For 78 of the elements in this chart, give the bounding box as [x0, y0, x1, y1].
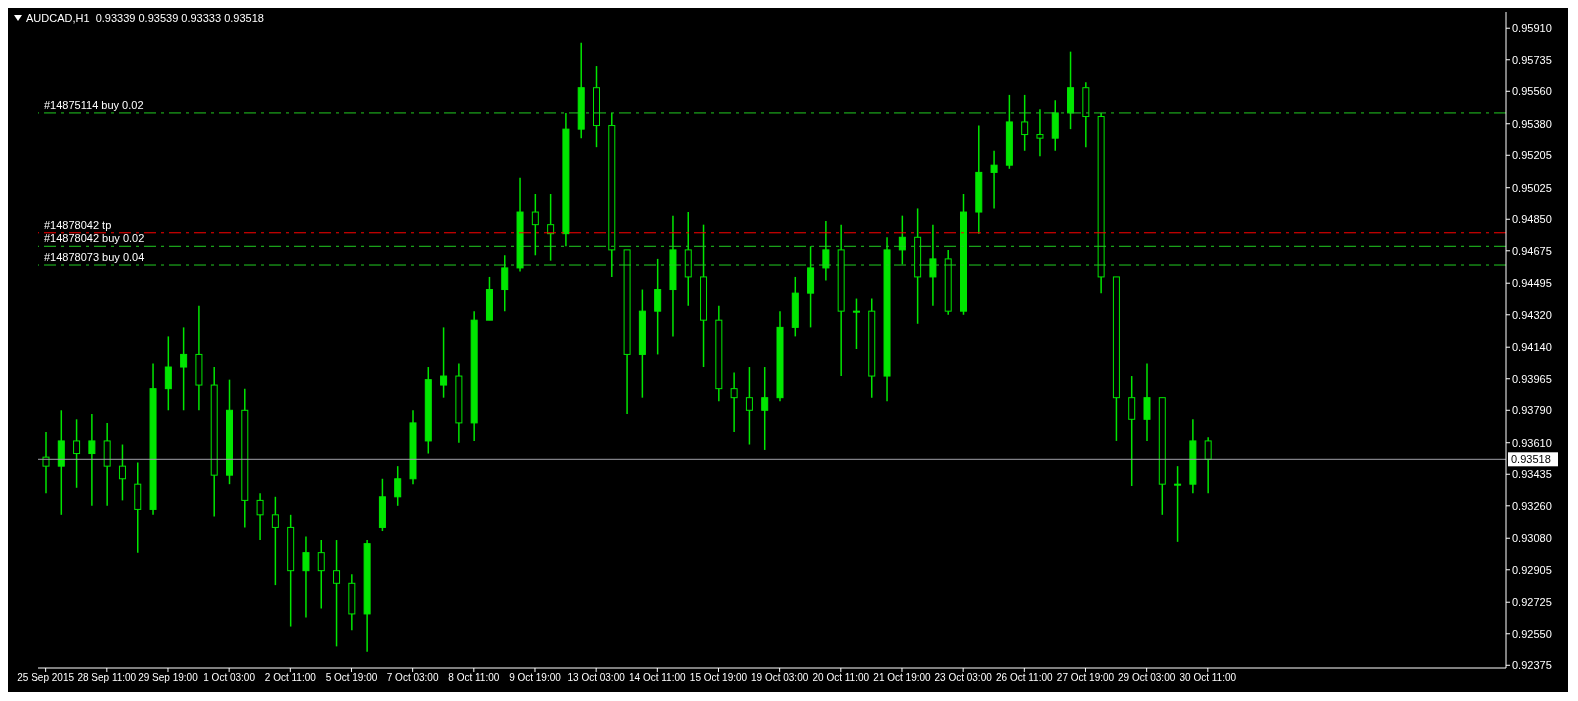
x-tick-label: 19 Oct 03:00 [751, 672, 809, 684]
y-tick-label: 0.94675 [1512, 244, 1552, 257]
chart-title: AUDCAD,H1 0.93339 0.93539 0.93333 0.93518 [26, 12, 264, 24]
ref-line-label: 0.93518 [1511, 453, 1551, 466]
candlestick [929, 223, 937, 307]
candlestick [73, 418, 81, 489]
y-tick-label: 0.92375 [1512, 659, 1552, 672]
candlestick [271, 496, 279, 586]
ref-line-label: #14878073 buy 0.04 [44, 251, 145, 264]
ref-line-label: #14878042 buy 0.02 [44, 232, 145, 245]
candlestick [898, 214, 906, 266]
y-tick-label: 0.93965 [1512, 372, 1552, 385]
x-tick-label: 26 Oct 11:00 [996, 672, 1053, 684]
ref-line-label: #14878042 tp [44, 218, 112, 231]
candlestick [761, 366, 769, 451]
candlestick [42, 431, 50, 494]
x-tick-label: 27 Oct 19:00 [1056, 672, 1115, 684]
candlestick [394, 465, 402, 507]
y-tick-label: 0.92905 [1512, 563, 1552, 576]
x-tick-label: 8 Oct 11:00 [448, 672, 500, 684]
x-tick-label: 7 Oct 03:00 [386, 672, 439, 684]
x-tick-label: 23 Oct 03:00 [934, 672, 993, 684]
candlestick [118, 443, 126, 502]
candlestick [440, 326, 448, 399]
candlestick [256, 492, 264, 541]
y-tick-label: 0.94850 [1512, 213, 1552, 226]
y-tick-label: 0.94140 [1512, 341, 1552, 354]
y-tick-label: 0.93080 [1512, 532, 1552, 545]
candlestick [333, 539, 341, 648]
x-tick-label: 14 Oct 11:00 [629, 672, 686, 684]
candlestick [1204, 436, 1212, 494]
y-tick-label: 0.95205 [1512, 149, 1552, 162]
x-tick-label: 5 Oct 19:00 [325, 672, 378, 684]
y-tick-label: 0.94495 [1512, 277, 1552, 290]
candlestick [822, 220, 830, 282]
y-tick-label: 0.95560 [1512, 85, 1552, 98]
y-tick-label: 0.93790 [1512, 404, 1552, 417]
x-tick-label: 21 Oct 19:00 [873, 672, 932, 684]
candlestick [164, 335, 172, 412]
candlestick [1128, 375, 1136, 487]
x-tick-label: 28 Sep 11:00 [77, 672, 137, 684]
candlestick [180, 326, 188, 412]
x-tick-label: 1 Oct 03:00 [203, 672, 256, 684]
candlestick [302, 535, 310, 619]
candlestick [654, 258, 662, 356]
y-tick-label: 0.95380 [1512, 117, 1552, 130]
candlestick [88, 413, 96, 507]
x-tick-label: 25 Sep 2015 [17, 672, 75, 684]
y-tick-label: 0.95910 [1512, 22, 1552, 35]
candlestick [1036, 108, 1044, 157]
y-tick-label: 0.93435 [1512, 468, 1552, 481]
candlestick [1143, 362, 1151, 442]
candlestick [1021, 94, 1029, 152]
y-tick-label: 0.92725 [1512, 596, 1552, 609]
candlestick [990, 150, 998, 210]
y-tick-label: 0.95025 [1512, 181, 1552, 194]
x-tick-label: 29 Oct 03:00 [1118, 672, 1176, 684]
candlestick [730, 371, 738, 433]
candlestick [1174, 465, 1182, 543]
candlestick [501, 254, 509, 312]
ref-line-label: #14875114 buy 0.02 [44, 98, 144, 111]
candlestick [547, 193, 555, 262]
x-tick-label: 15 Oct 19:00 [689, 672, 748, 684]
y-tick-label: 0.94320 [1512, 308, 1552, 321]
y-tick-label: 0.93260 [1512, 499, 1552, 512]
y-tick-label: 0.92550 [1512, 627, 1552, 640]
x-tick-label: 9 Oct 19:00 [509, 672, 562, 684]
candlestick [531, 193, 539, 257]
candlestick [852, 297, 860, 350]
x-tick-label: 30 Oct 11:00 [1179, 672, 1237, 684]
x-tick-label: 2 Oct 11:00 [264, 672, 317, 684]
y-tick-label: 0.93610 [1512, 436, 1552, 449]
y-tick-label: 0.95735 [1512, 53, 1552, 66]
x-tick-label: 29 Sep 19:00 [138, 672, 199, 684]
x-tick-label: 13 Oct 03:00 [567, 672, 626, 684]
candlestick [745, 366, 753, 446]
candlestick [317, 539, 325, 610]
x-tick-label: 20 Oct 11:00 [812, 672, 870, 684]
